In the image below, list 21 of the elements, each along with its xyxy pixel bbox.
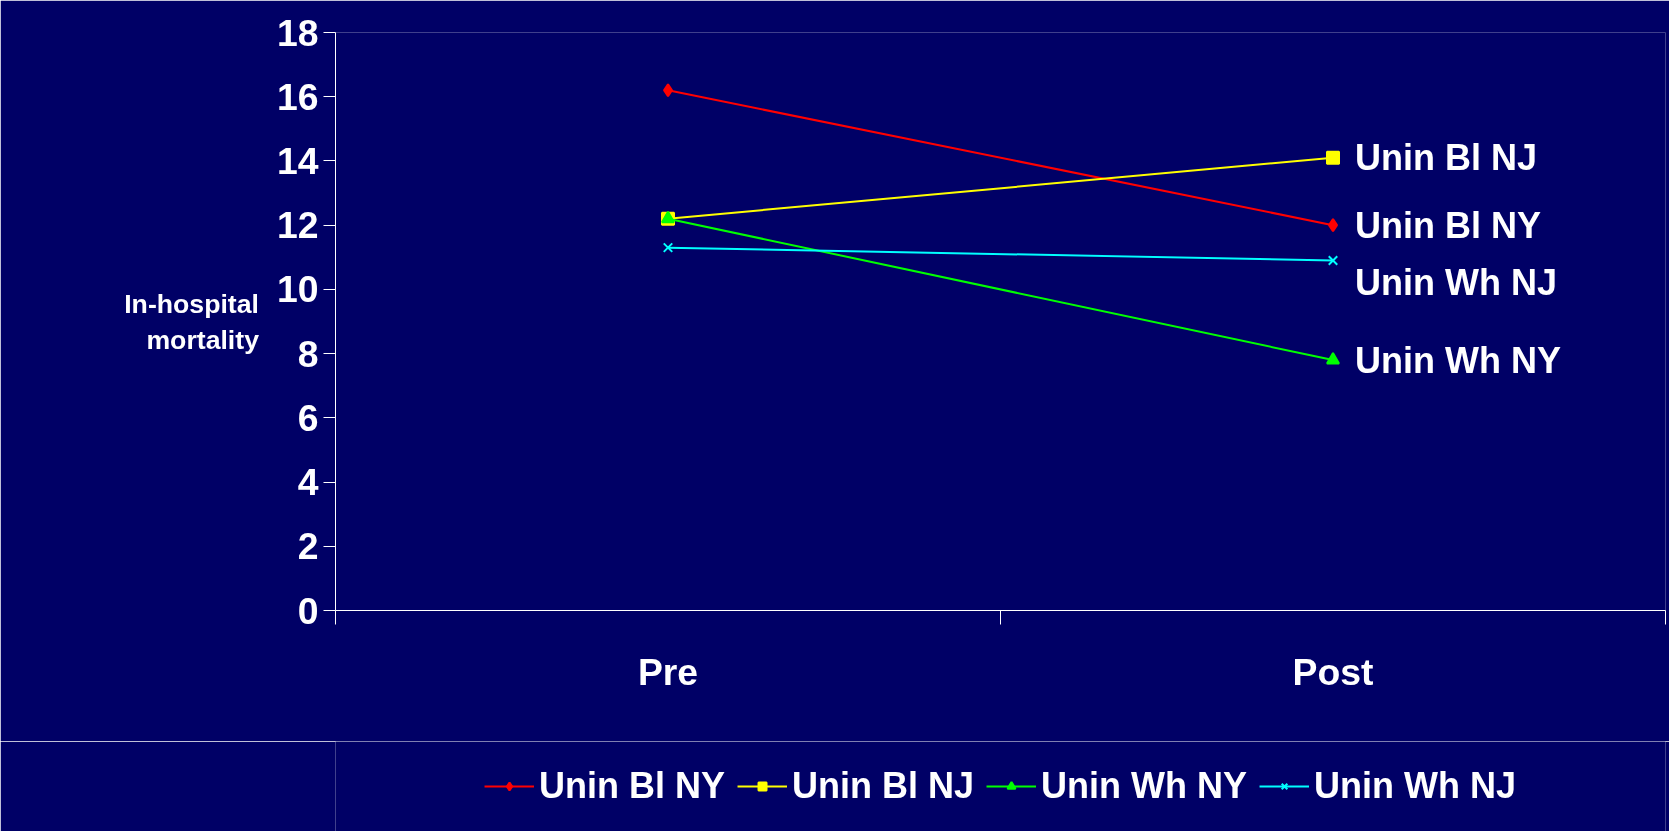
y-tick-label: 6 (297, 396, 319, 439)
legend-label: Unin Bl NY (539, 765, 726, 807)
y-tick-label: 10 (276, 268, 319, 311)
y-tick-label: 18 (276, 11, 319, 54)
y-tick-label: 2 (297, 525, 319, 568)
y-tick-label: 16 (276, 75, 319, 118)
x-tick-label: Pre (637, 650, 699, 693)
text: Unin Wh NY (1355, 339, 1561, 381)
legend-label: Unin Bl NJ (792, 765, 975, 807)
legend-label: Unin Wh NJ (1314, 765, 1516, 807)
y-tick-label: 4 (297, 461, 319, 504)
y-tick-label: 14 (276, 139, 319, 182)
y-tick-label: 12 (276, 204, 319, 247)
y-tick-label: 0 (297, 589, 319, 632)
legend-label: Unin Wh NY (1041, 765, 1247, 807)
y-tick-label: 8 (297, 332, 319, 375)
text: Unin Bl NJ (1355, 137, 1538, 179)
y-axis-title: In-hospital mortality (124, 288, 260, 355)
text: Unin Wh NJ (1355, 262, 1557, 304)
x-tick-label: Post (1292, 650, 1374, 693)
text: Unin Bl NY (1355, 204, 1541, 246)
